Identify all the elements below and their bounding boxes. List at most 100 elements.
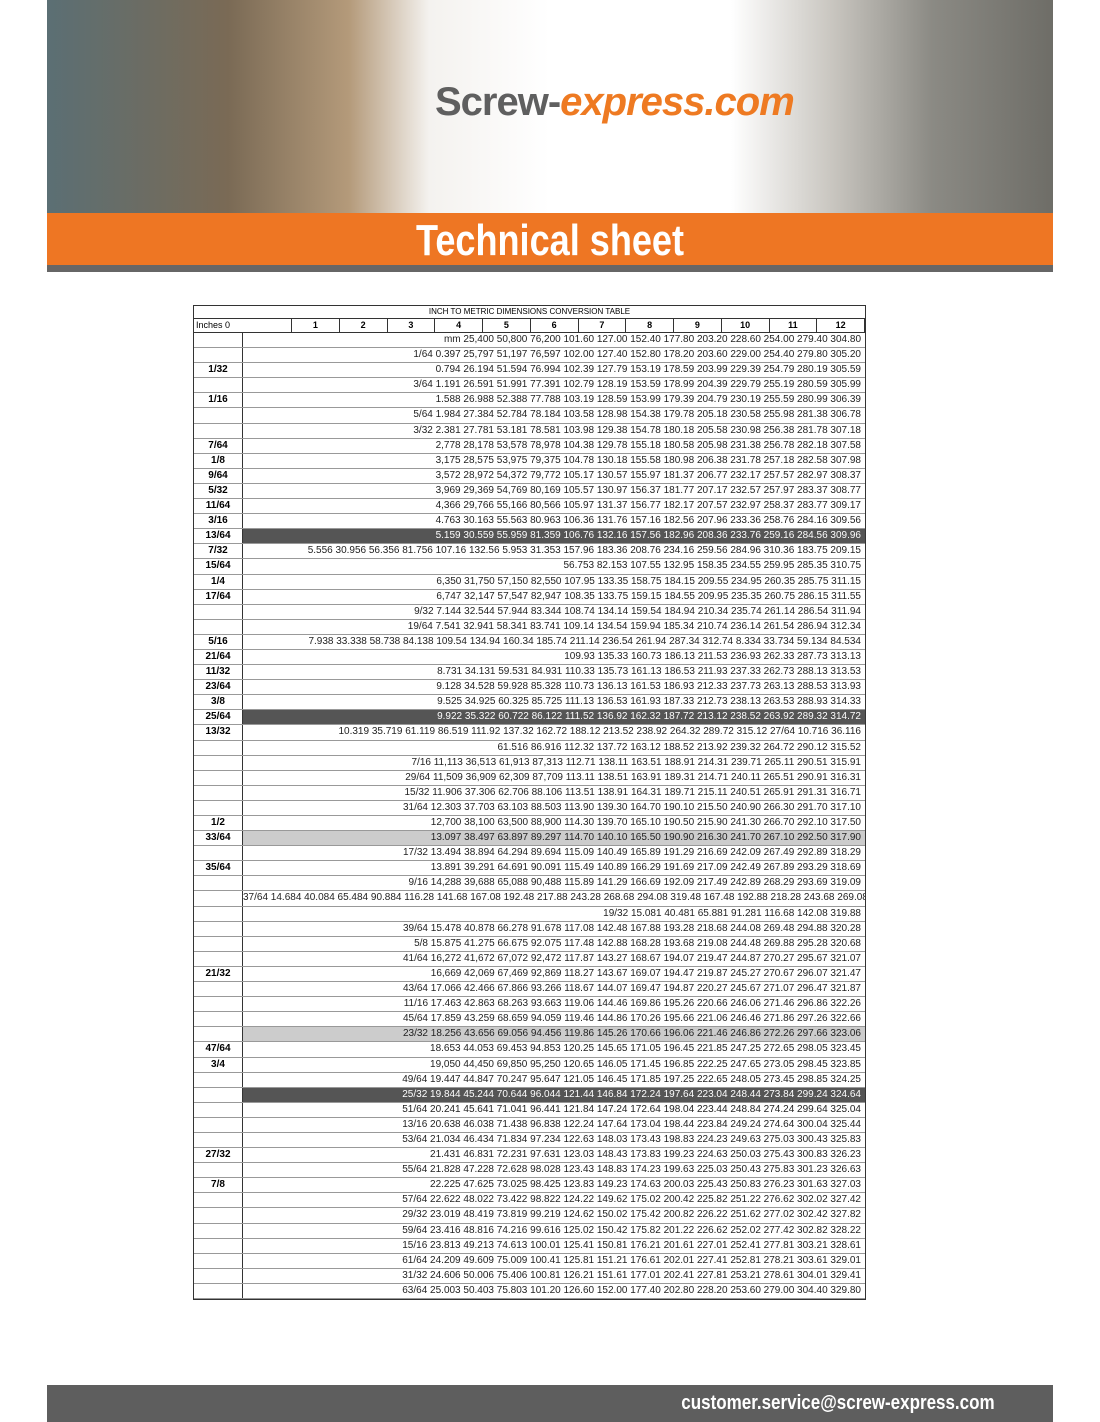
inch-label: [194, 1027, 243, 1042]
row-values: 16,669 42,069 67,469 92,869 118.27 143.6…: [430, 967, 861, 979]
row-values: 25/32 19.844 45.244 70.644 96.044 121.44…: [243, 1087, 865, 1102]
inch-label: [194, 423, 243, 438]
row-values: 31/64 12.303 37.703 63.103 88.503 113.90…: [402, 801, 861, 813]
row-values: 5.159 30.559 55.959 81.359 106.76 132.16…: [243, 529, 865, 544]
row-values: 15/32 11.906 37.306 62.706 88.106 113.51…: [404, 786, 861, 798]
table-row: 3/4 19,050 44,450 69,850 95,250 120.65 14…: [194, 1057, 865, 1073]
email[interactable]: customer.service@screw-express.com: [681, 1392, 995, 1414]
row-values: 8.731 34.131 59.531 84.931 110.33 135.73…: [437, 666, 861, 678]
row-values: 15/16 23.813 49.213 74.613 100.01 125.41…: [402, 1239, 861, 1251]
column-header: 12: [817, 319, 865, 332]
inch-label: 3/4: [194, 1057, 243, 1072]
row-values: 3,969 29,369 54,769 80,169 105.57 130.97…: [435, 484, 861, 496]
table-row: 3/32 2.381 27.781 53.181 78.581 103.98 1…: [194, 423, 865, 439]
footer: customer.service@screw-express.com: [47, 1385, 1053, 1422]
column-header: 1: [292, 319, 340, 332]
table-row: 1/16 1.588 26.988 52.388 77.788 103.19 12…: [194, 393, 865, 409]
table-row: 11/64 4,366 29,766 55,166 80,566 105.97 1…: [194, 499, 865, 515]
table-row: 25/64 9.922 35.322 60.722 86.122 111.52 1…: [194, 710, 865, 726]
column-header: 9: [674, 319, 722, 332]
row-values: 4.763 30.163 55.563 80.963 106.36 131.76…: [435, 515, 861, 527]
row-values: 31/32 24.606 50.006 75.406 100.81 126.21…: [402, 1269, 861, 1281]
row-values: 43/64 17.066 42.466 67.866 93.266 118.67…: [402, 983, 861, 995]
row-values: 5/8 15.875 41.275 66.675 92.075 117.48 1…: [414, 937, 861, 949]
table-row: 21/32 16,669 42,069 67,469 92,869 118.27 …: [194, 966, 865, 983]
header-row: Inches 0 1 2 3 4 5 6 7 8 9 10 11 12: [194, 319, 865, 333]
inch-label: [194, 1253, 243, 1268]
table-row: 51/64 20.241 45.641 71.041 96.441 121.84…: [194, 1102, 865, 1118]
inch-label: 1/16: [194, 393, 243, 408]
row-values: 1/64 0.397 25,797 51,197 76,597 102.00 1…: [413, 349, 861, 361]
inch-label: [194, 1238, 243, 1253]
table-row: 19/64 7.541 32.941 58.341 83.741 109.14 …: [194, 619, 865, 635]
row-values: 13.097 38.497 63.897 89.297 114.70 140.1…: [243, 831, 865, 846]
logo-main: Screw-: [435, 80, 561, 124]
inch-label: [194, 604, 243, 619]
inch-label: 3/8: [194, 695, 243, 710]
table-row: 55/64 21.828 47.228 72.628 98.028 123.43…: [194, 1163, 865, 1179]
row-values: 4,366 29,766 55,166 80,566 105.97 131.37…: [435, 500, 861, 512]
table-row: 57/64 22.622 48.022 73.422 98.822 124.22…: [194, 1193, 865, 1209]
column-header: 7: [579, 319, 627, 332]
table-row: 29/64 11,509 36,909 62,309 87,709 113.11…: [194, 770, 865, 786]
row-values: 12,700 38,100 63,500 88,900 114.30 139.7…: [430, 817, 861, 828]
inch-label: 5/32: [194, 483, 243, 499]
row-values: 7/16 11,113 36,513 61,913 87,313 112.71 …: [411, 756, 862, 768]
row-values: 17/32 13.494 38.894 64.294 89.694 115.09…: [402, 847, 861, 859]
row-values: 2,778 28,178 53,578 78,978 104.38 129.78…: [435, 439, 861, 451]
table-row: 7/8 22.225 47.625 73.025 98.425 123.83 14…: [194, 1178, 865, 1194]
column-header: 10: [722, 319, 770, 332]
row-values: 56.753 82.153 107.55 132.95 158.35 234.5…: [563, 560, 862, 572]
title: Technical sheet: [415, 216, 685, 265]
row-values: 51/64 20.241 45.641 71.041 96.441 121.84…: [402, 1103, 861, 1115]
row-values: 61.516 86.916 112.32 137.72 163.12 188.5…: [497, 741, 862, 753]
inch-label: 23/64: [194, 680, 243, 695]
table-row: 31/32 24.606 50.006 75.406 100.81 126.21…: [194, 1268, 865, 1284]
table-row: 15/64 56.753 82.153 107.55 132.95 158.35 …: [194, 559, 865, 575]
table-row: 63/64 25.003 50.403 75.803 101.20 126.60…: [194, 1283, 865, 1299]
row-values: 61/64 24.209 49.609 75.009 100.41 125.81…: [402, 1254, 861, 1266]
row-values: 21.431 46.831 72.231 97.631 123.03 148.4…: [430, 1149, 861, 1161]
table-row: 3/8 9.525 34.925 60.325 85.725 111.13 136…: [194, 695, 865, 711]
row-values: 6,747 32,147 57,547 82,947 108.35 133.75…: [436, 590, 861, 602]
inch-label: [194, 876, 243, 891]
row-values: 59/64 23.416 48.816 74.216 99.616 125.02…: [402, 1224, 861, 1236]
row-values: 37/64 14.684 40.084 65.484 90.884 116.28…: [243, 892, 865, 904]
table-row: 9/16 14,288 39,688 65,088 90,488 115.89 …: [194, 876, 865, 892]
table-body: mm 25,400 50,800 76,200 101.60 127.00 15…: [194, 333, 865, 1299]
table-row: 11/32 8.731 34.131 59.531 84.931 110.33 1…: [194, 665, 865, 681]
inch-label: 11/64: [194, 499, 243, 514]
inch-label: [194, 800, 243, 815]
inch-label: [194, 1283, 243, 1298]
table-row: 41/64 16,272 41,672 67,072 92,472 117.87…: [194, 951, 865, 967]
inch-label: 11/32: [194, 665, 243, 680]
inch-label: [194, 333, 243, 348]
table-row: 23/32 18.256 43.656 69.056 94.456 119.86…: [194, 1027, 865, 1043]
table-row: 27/32 21.431 46.831 72.231 97.631 123.03 …: [194, 1148, 865, 1164]
row-values: 1.588 26.988 52.388 77.788 103.19 128.59…: [435, 394, 861, 406]
table-row: 37/64 14.684 40.084 65.484 90.884 116.28…: [194, 891, 865, 907]
table-row: 5/32 3,969 29,369 54,769 80,169 105.57 13…: [194, 483, 865, 500]
inch-label: [194, 408, 243, 423]
inch-label: [194, 1102, 243, 1117]
inch-label: [194, 1072, 243, 1087]
table-row: 1/32 0.794 26.194 51.594 76.994 102.39 12…: [194, 363, 865, 379]
inch-label: 7/8: [194, 1178, 243, 1193]
column-header: 6: [531, 319, 579, 332]
inch-label: [194, 378, 243, 393]
row-values: 109.93 135.33 160.73 186.13 211.53 236.9…: [564, 650, 861, 662]
row-values: 10.319 35.719 61.119 86.519 111.92 137.3…: [338, 726, 861, 738]
inch-label: 47/64: [194, 1042, 243, 1057]
inch-label: [194, 951, 243, 966]
table-row: 1/2 12,700 38,100 63,500 88,900 114.30 13…: [194, 816, 865, 832]
row-values: 53/64 21.034 46.434 71.834 97.234 122.63…: [402, 1133, 861, 1145]
row-values: 45/64 17.859 43.259 68.659 94.059 119.46…: [402, 1013, 861, 1025]
inch-label: [194, 1223, 243, 1238]
inch-label: [194, 1193, 243, 1208]
inch-label: 7/32: [194, 544, 243, 559]
table-row: 5/64 1.984 27.384 52.784 78.184 103.58 1…: [194, 408, 865, 424]
row-values: 5/64 1.984 27.384 52.784 78.184 103.58 1…: [413, 409, 861, 421]
column-header: 8: [626, 319, 674, 332]
row-values: 18.653 44.053 69.453 94.853 120.25 145.6…: [430, 1043, 861, 1055]
row-values: mm 25,400 50,800 76,200 101.60 127.00 15…: [443, 334, 861, 345]
